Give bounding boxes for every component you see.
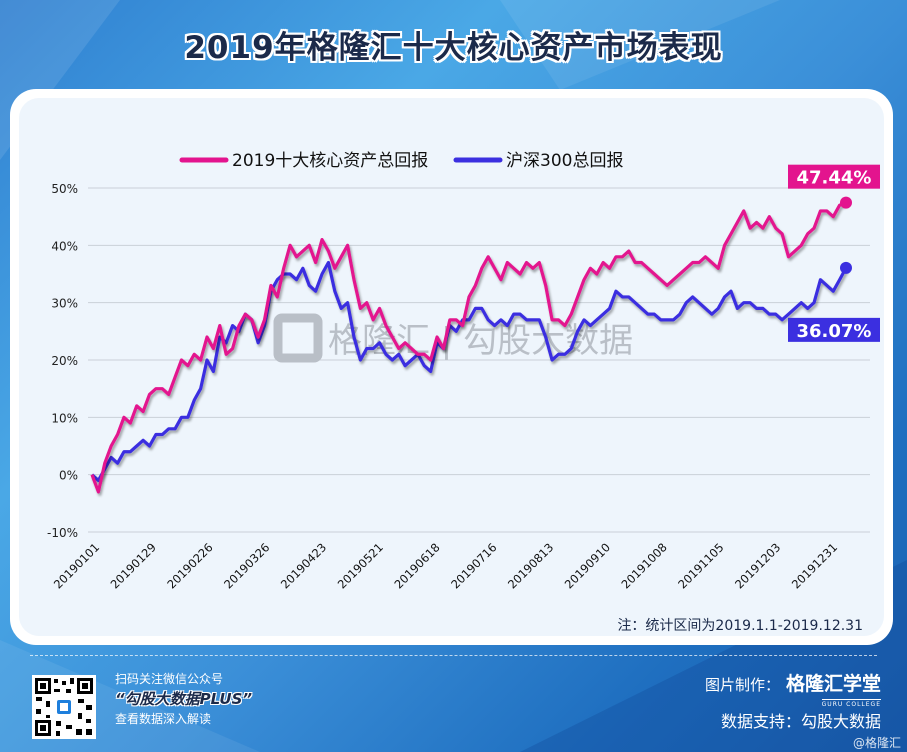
made-by-label: 图片制作： [704, 676, 780, 694]
y-tick-label: 30% [51, 297, 78, 311]
end-value-label: 36.07% [788, 317, 880, 342]
x-tick-label: 20191231 [789, 540, 840, 591]
x-tick-label: 20190423 [278, 540, 329, 591]
watermark-text: 格隆汇 | 勾股大数据 [328, 321, 633, 361]
y-tick-label: 0% [59, 469, 78, 483]
x-tick-label: 20191008 [619, 540, 670, 591]
series-line [90, 201, 847, 494]
watermark-handle: @格隆汇 [852, 736, 901, 750]
x-tick-label: 20190521 [335, 540, 386, 591]
x-tick-label: 20191105 [675, 540, 726, 591]
data-support: 数据支持：勾股大数据 [720, 712, 881, 731]
y-tick-label: 20% [51, 354, 78, 368]
brand-subtitle: GURU COLLEGE [821, 699, 881, 708]
qr-promo: 扫码关注微信公众号 “勾股大数据PLUS” 查看数据深入解读 [115, 672, 252, 727]
watermark-logo-icon [273, 313, 323, 363]
credits: 图片制作： 格隆汇学堂 GURU COLLEGE 数据支持：勾股大数据 [705, 673, 881, 731]
x-tick-label: 20190813 [505, 540, 556, 591]
x-tick-label: 20190101 [51, 540, 102, 591]
x-tick-label: 20190910 [562, 540, 613, 591]
legend: 2019十大核心资产总回报 沪深300总回报 [179, 151, 623, 171]
y-tick-label: 10% [51, 411, 78, 425]
date-range-note: 注：统计区间为2019.1.1-2019.12.31 [617, 618, 863, 634]
legend-label-core-assets: 2019十大核心资产总回报 [232, 151, 428, 171]
footer-divider [30, 655, 877, 656]
end-value-text: 36.07% [797, 321, 872, 342]
end-value-box [788, 317, 880, 342]
x-tick-label: 20190326 [221, 540, 272, 591]
x-tick-label: 20190129 [108, 540, 159, 591]
end-value-text: 47.44% [797, 168, 872, 189]
qr-code-icon [35, 678, 93, 736]
y-tick-label: 40% [51, 239, 78, 253]
watermark: 格隆汇 | 勾股大数据 [273, 313, 633, 363]
x-tick-label: 20190618 [391, 540, 442, 591]
series-end-marker [840, 261, 852, 274]
qr-caption-1: 扫码关注微信公众号 [115, 672, 224, 686]
series-end-marker [840, 196, 852, 209]
end-value-label: 47.44% [788, 164, 880, 189]
qr-code[interactable] [32, 675, 96, 739]
series-line [90, 260, 848, 482]
y-tick-label: -10% [47, 526, 78, 540]
x-tick-label: 20191203 [732, 540, 783, 591]
brand-logo: 格隆汇学堂 [785, 673, 881, 695]
qr-caption-3: 查看数据深入解读 [115, 712, 212, 726]
x-tick-label: 20190716 [448, 540, 499, 591]
end-value-box [788, 164, 880, 189]
x-tick-label: 20190226 [164, 540, 215, 591]
y-tick-label: 50% [51, 182, 78, 196]
qr-caption-account: “勾股大数据PLUS” [115, 690, 253, 708]
page-title: 2019年格隆汇十大核心资产市场表现 [184, 30, 723, 66]
legend-label-csi300: 沪深300总回报 [506, 151, 623, 171]
